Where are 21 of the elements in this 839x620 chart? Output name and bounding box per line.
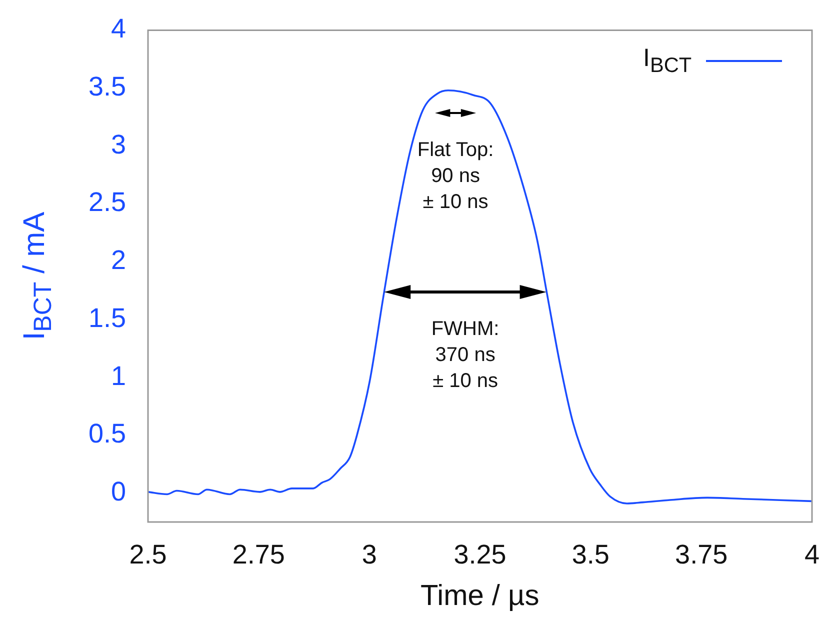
x-tick-label: 4 — [804, 540, 820, 570]
y-tick-label: 4 — [110, 14, 126, 44]
x-tick-label: 3 — [362, 540, 377, 570]
legend-label: I$_{BCT}$ — [643, 44, 692, 78]
y-tick-label: 2.5 — [88, 187, 126, 218]
y-tick-label: 0 — [110, 476, 126, 507]
y-tick-label: 0.5 — [88, 418, 126, 449]
y-tick-label: 2 — [110, 245, 126, 276]
x-tick-label: 2.75 — [232, 540, 285, 570]
line-series — [148, 89, 812, 504]
y-tick-label: 3.5 — [88, 72, 126, 102]
x-tick-label: 2.5 — [129, 540, 167, 570]
y-tick-label: 1 — [110, 360, 126, 391]
x-tick-label: 3.75 — [675, 540, 728, 570]
x-tick-label: 3.5 — [572, 540, 610, 570]
y-tick-label: 1.5 — [88, 302, 126, 333]
y-tick-label: 3 — [110, 129, 126, 160]
annotation: FWHM: 370 ns ± 10 ns — [431, 316, 500, 394]
x-axis-title: Time / µs — [420, 580, 540, 613]
x-tick-label: 3.25 — [454, 540, 506, 570]
annotation: Flat Top: 90 ns ± 10 ns — [417, 138, 494, 215]
